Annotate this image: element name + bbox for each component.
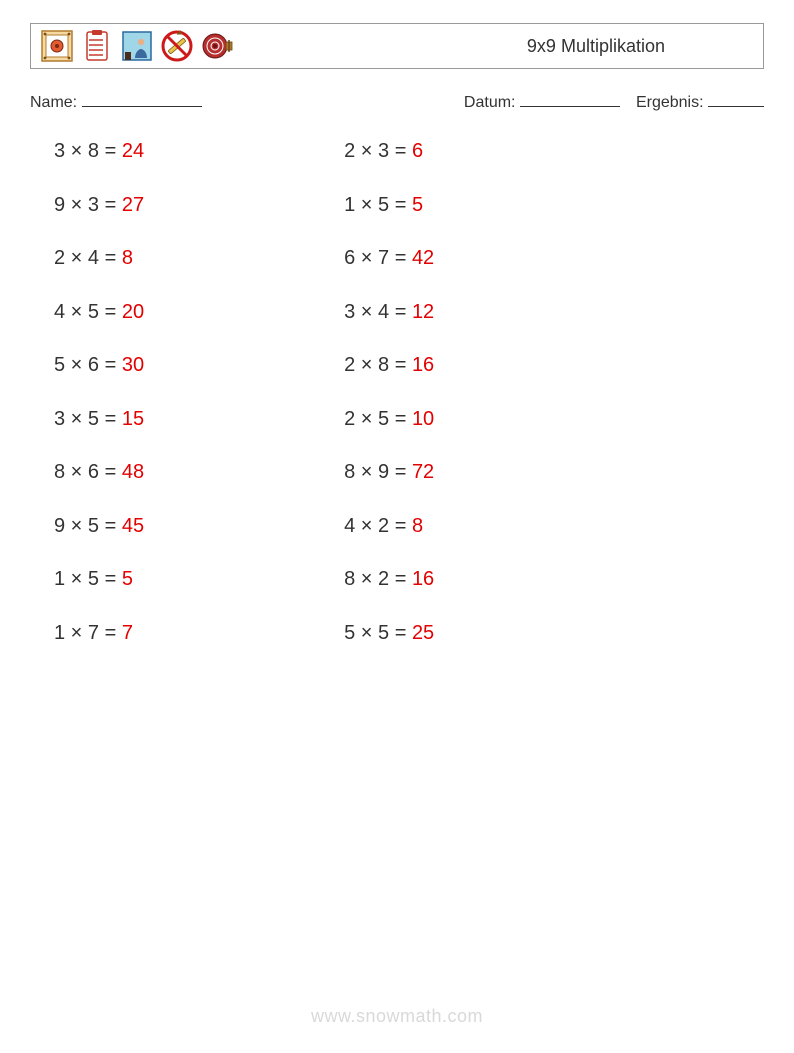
problem-answer: 27 bbox=[122, 194, 144, 216]
name-blank bbox=[82, 90, 202, 107]
problem-line: 8 × 2 = 16 bbox=[344, 568, 434, 591]
problem-line: 9 × 3 = 27 bbox=[54, 194, 144, 217]
problems-col-1: 3 × 8 = 24 9 × 3 = 27 2 × 4 = 8 4 × 5 = 20 5… bbox=[54, 140, 144, 645]
person-window-icon bbox=[119, 28, 155, 64]
header-icons bbox=[39, 28, 235, 64]
problem-line: 5 × 5 = 25 bbox=[344, 622, 434, 645]
problem-expression: 3 × 4 = bbox=[344, 301, 412, 323]
problem-line: 1 × 5 = 5 bbox=[344, 194, 434, 217]
problem-expression: 1 × 5 = bbox=[344, 194, 412, 216]
problem-line: 8 × 6 = 48 bbox=[54, 461, 144, 484]
date-field: Datum: bbox=[464, 90, 620, 112]
problem-expression: 8 × 9 = bbox=[344, 461, 412, 483]
problem-expression: 3 × 5 = bbox=[54, 408, 122, 430]
problem-expression: 6 × 7 = bbox=[344, 247, 412, 269]
date-blank bbox=[520, 90, 620, 107]
problem-line: 2 × 5 = 10 bbox=[344, 408, 434, 431]
problem-line: 3 × 5 = 15 bbox=[54, 408, 144, 431]
fields-row: Name: Datum: Ergebnis: bbox=[30, 90, 764, 112]
problem-line: 9 × 5 = 45 bbox=[54, 515, 144, 538]
watermark: www.snowmath.com bbox=[0, 1006, 794, 1027]
page-title: 9x9 Multiplikation bbox=[527, 36, 755, 57]
problem-expression: 9 × 5 = bbox=[54, 515, 122, 537]
safe-icon bbox=[39, 28, 75, 64]
problem-answer: 8 bbox=[412, 515, 423, 537]
problem-expression: 3 × 8 = bbox=[54, 140, 122, 162]
problem-answer: 8 bbox=[122, 247, 133, 269]
problem-expression: 1 × 7 = bbox=[54, 622, 122, 644]
problem-line: 1 × 5 = 5 bbox=[54, 568, 144, 591]
problem-answer: 24 bbox=[122, 140, 144, 162]
problem-expression: 8 × 2 = bbox=[344, 568, 412, 590]
no-pencil-icon bbox=[159, 28, 195, 64]
problem-line: 2 × 4 = 8 bbox=[54, 247, 144, 270]
problem-answer: 16 bbox=[412, 354, 434, 376]
problem-line: 6 × 7 = 42 bbox=[344, 247, 434, 270]
problem-expression: 2 × 3 = bbox=[344, 140, 412, 162]
score-field: Ergebnis: bbox=[636, 90, 764, 112]
problem-expression: 4 × 5 = bbox=[54, 301, 122, 323]
problem-answer: 10 bbox=[412, 408, 434, 430]
problem-answer: 12 bbox=[412, 301, 434, 323]
problem-line: 4 × 5 = 20 bbox=[54, 301, 144, 324]
problem-answer: 30 bbox=[122, 354, 144, 376]
problem-expression: 9 × 3 = bbox=[54, 194, 122, 216]
problem-line: 3 × 8 = 24 bbox=[54, 140, 144, 163]
problem-expression: 2 × 4 = bbox=[54, 247, 122, 269]
problem-expression: 5 × 5 = bbox=[344, 622, 412, 644]
problem-answer: 72 bbox=[412, 461, 434, 483]
problem-expression: 2 × 5 = bbox=[344, 408, 412, 430]
problem-answer: 6 bbox=[412, 140, 423, 162]
problem-answer: 48 bbox=[122, 461, 144, 483]
problem-answer: 20 bbox=[122, 301, 144, 323]
problem-expression: 2 × 8 = bbox=[344, 354, 412, 376]
problem-answer: 7 bbox=[122, 622, 133, 644]
problem-expression: 5 × 6 = bbox=[54, 354, 122, 376]
problem-line: 2 × 3 = 6 bbox=[344, 140, 434, 163]
problem-expression: 8 × 6 = bbox=[54, 461, 122, 483]
problem-answer: 5 bbox=[122, 568, 133, 590]
problem-answer: 42 bbox=[412, 247, 434, 269]
problem-line: 8 × 9 = 72 bbox=[344, 461, 434, 484]
problem-answer: 25 bbox=[412, 622, 434, 644]
name-field: Name: bbox=[30, 90, 202, 112]
problems-col-2: 2 × 3 = 6 1 × 5 = 5 6 × 7 = 42 3 × 4 = 12 2 … bbox=[344, 140, 434, 645]
problem-line: 1 × 7 = 7 bbox=[54, 622, 144, 645]
name-label: Name: bbox=[30, 94, 77, 111]
hose-reel-icon bbox=[199, 28, 235, 64]
list-icon bbox=[79, 28, 115, 64]
date-label: Datum: bbox=[464, 94, 516, 111]
problem-line: 3 × 4 = 12 bbox=[344, 301, 434, 324]
problem-answer: 15 bbox=[122, 408, 144, 430]
problem-line: 5 × 6 = 30 bbox=[54, 354, 144, 377]
problem-line: 2 × 8 = 16 bbox=[344, 354, 434, 377]
problem-expression: 1 × 5 = bbox=[54, 568, 122, 590]
problem-expression: 4 × 2 = bbox=[344, 515, 412, 537]
header-box: 9x9 Multiplikation bbox=[30, 23, 764, 69]
score-blank bbox=[708, 90, 764, 107]
problem-answer: 45 bbox=[122, 515, 144, 537]
score-label: Ergebnis: bbox=[636, 94, 704, 111]
problems-area: 3 × 8 = 24 9 × 3 = 27 2 × 4 = 8 4 × 5 = 20 5… bbox=[54, 140, 434, 645]
problem-answer: 16 bbox=[412, 568, 434, 590]
problem-answer: 5 bbox=[412, 194, 423, 216]
problem-line: 4 × 2 = 8 bbox=[344, 515, 434, 538]
